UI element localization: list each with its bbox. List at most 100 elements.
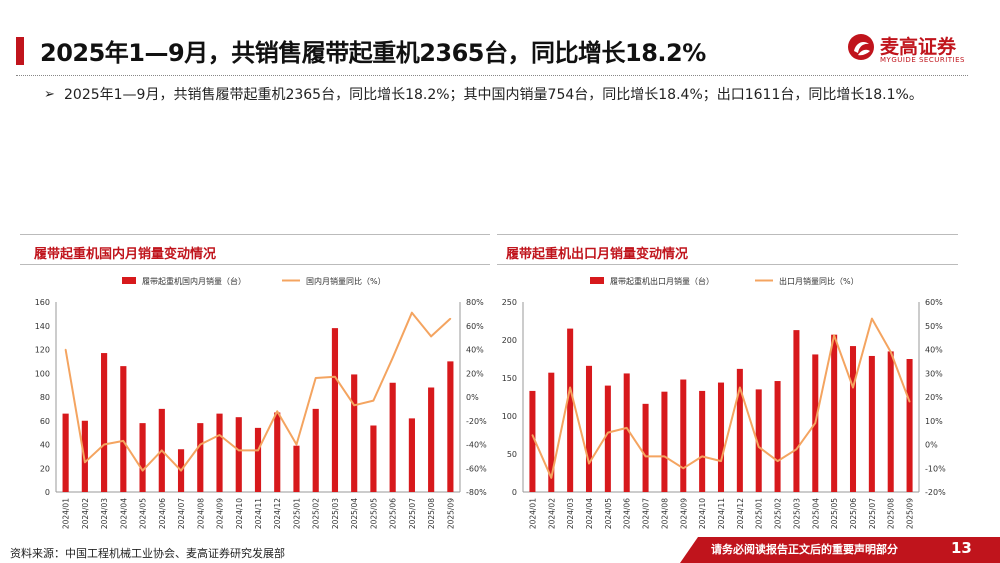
y-left-tick-label: 150 (502, 374, 517, 383)
yoy-point-2025/03 (334, 376, 336, 378)
yoy-point-2024/11 (257, 449, 259, 452)
yoy-point-2025/05 (372, 399, 375, 402)
bar-2024/06 (623, 373, 630, 492)
yoy-point-2025/08 (430, 335, 432, 338)
x-tick-label: 2025/05 (830, 498, 839, 529)
bar-2025/09 (447, 361, 454, 492)
bar-2024/11 (254, 427, 262, 492)
x-tick-label: 2025/04 (350, 498, 359, 529)
yoy-point-2025/03 (795, 448, 798, 451)
y-left-tick-label: 120 (35, 346, 50, 355)
y-right-tick-label: 0% (466, 393, 479, 402)
y-left-tick-label: 250 (502, 298, 517, 307)
yoy-point-2024/04 (588, 462, 590, 465)
x-tick-label: 2024/01 (62, 498, 71, 529)
y-right-tick-label: 0% (925, 441, 938, 450)
x-tick-label: 2024/09 (216, 498, 225, 529)
bar-2024/12 (736, 368, 743, 492)
domestic-sales-chart: 履带起重机国内月销量（台） 国内月销量同比（%） 0 20 40 60 80 100 120 14… (35, 276, 487, 529)
x-tick-label: 2025/03 (331, 498, 340, 529)
left-panel-title-rule (20, 264, 490, 265)
brand-logo: 麦高证券 MYGUIDE SECURITIES (846, 30, 976, 70)
bar-2024/03 (567, 328, 574, 492)
yoy-point-2024/10 (237, 449, 240, 452)
title-accent-bar (16, 37, 24, 65)
x-tick-label: 2024/05 (604, 498, 613, 529)
bar-2025/02 (312, 408, 319, 492)
header-divider (16, 75, 968, 76)
logo-swirl-icon (848, 34, 874, 60)
legend-bar-label: 履带起重机国内月销量（台） (142, 276, 246, 286)
bar-2024/12 (274, 412, 281, 492)
yoy-point-2024/07 (644, 455, 647, 458)
x-tick-label: 2025/06 (389, 498, 398, 529)
bar-2024/01 (529, 390, 536, 492)
yoy-point-2025/06 (852, 386, 854, 389)
bar-2024/08 (661, 391, 668, 492)
y-right-tick-label: 60% (466, 322, 484, 331)
yoy-point-2025/02 (314, 377, 317, 379)
x-tick-label: 2024/01 (528, 498, 537, 529)
y-left-tick-label: 200 (502, 336, 517, 345)
disclaimer-notice: 请务必阅读报告正文后的重要声明部分 (711, 543, 898, 556)
bar-2024/04 (120, 366, 127, 492)
bar-2024/07 (642, 403, 649, 492)
yoy-point-2024/12 (276, 410, 279, 413)
yoy-point-2024/05 (141, 469, 144, 472)
yoy-point-2024/07 (180, 469, 182, 472)
bar-2024/10 (699, 390, 706, 492)
x-tick-label: 2024/12 (736, 498, 745, 529)
x-tick-label: 2024/04 (119, 498, 128, 529)
yoy-point-2025/04 (814, 422, 817, 424)
x-tick-label: 2024/09 (679, 498, 688, 529)
yoy-point-2025/04 (353, 404, 355, 407)
y-left-tick-label: 40 (40, 441, 50, 450)
x-tick-label: 2025/02 (774, 498, 783, 529)
bar-2025/01 (755, 389, 762, 492)
logo-text-en: MYGUIDE SECURITIES (880, 56, 965, 64)
yoy-point-2024/08 (663, 455, 666, 458)
y-left-tick-label: 60 (40, 417, 50, 426)
y-right-tick-label: 40% (466, 346, 484, 355)
y-left-tick-label: 0 (512, 488, 517, 497)
bar-2024/01 (62, 413, 69, 492)
yoy-point-2025/07 (871, 317, 873, 320)
legend-bar-swatch (590, 277, 604, 284)
yoy-point-2024/09 (218, 434, 221, 436)
yoy-point-2024/10 (701, 455, 703, 458)
bar-2025/07 (408, 418, 415, 492)
logo-text-cn: 麦高证券 (880, 36, 957, 58)
x-tick-label: 2025/07 (868, 498, 877, 529)
y-right-tick-label: 20% (925, 393, 943, 402)
yoy-point-2024/06 (161, 449, 163, 452)
bullet-arrow-icon: ➢ (44, 87, 55, 102)
bar-2025/03 (793, 330, 800, 492)
yoy-point-2025/05 (833, 334, 835, 337)
bar-2025/06 (389, 382, 396, 492)
x-tick-label: 2025/04 (811, 498, 820, 529)
right-panel-top-rule (497, 234, 958, 235)
y-right-tick-label: 10% (925, 417, 943, 426)
x-tick-label: 2025/02 (312, 498, 321, 529)
y-right-tick-label: -20% (466, 417, 487, 426)
yoy-point-2024/09 (682, 467, 685, 470)
x-tick-label: 2025/06 (849, 498, 858, 529)
y-left-tick-label: 80 (40, 393, 50, 402)
yoy-point-2024/03 (103, 443, 105, 446)
right-chart-title: 履带起重机出口月销量变动情况 (506, 247, 689, 262)
yoy-point-2024/02 (84, 461, 86, 464)
yoy-point-2024/03 (569, 386, 571, 389)
bar-2024/10 (235, 417, 242, 492)
bar-2024/11 (717, 382, 725, 492)
bar-2025/09 (906, 359, 913, 492)
yoy-point-2025/01 (757, 446, 760, 448)
yoy-point-2024/08 (199, 443, 202, 446)
legend-line-label: 出口月销量同比（%） (779, 276, 859, 286)
bar-2024/05 (604, 385, 611, 492)
x-tick-label: 2024/02 (81, 498, 90, 529)
legend-bar-swatch (122, 277, 136, 284)
y-right-tick-label: -10% (925, 464, 946, 473)
bar-2024/09 (216, 413, 223, 492)
y-right-tick-label: 60% (925, 298, 943, 307)
x-tick-label: 2025/05 (369, 498, 378, 529)
